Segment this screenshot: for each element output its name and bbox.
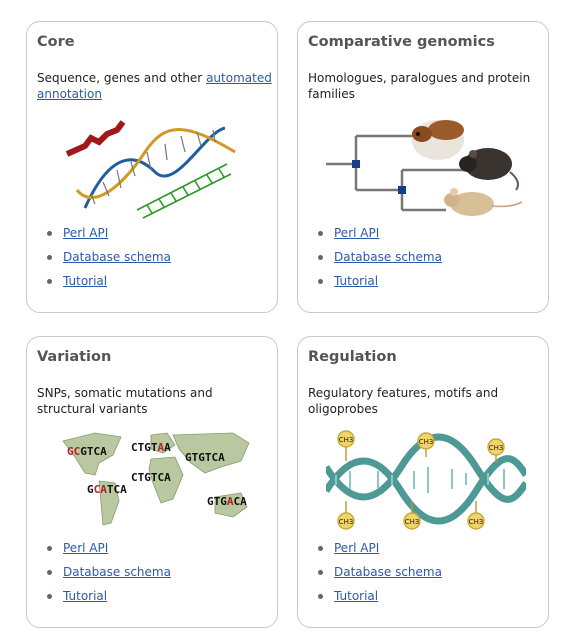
list-item: Perl API <box>37 225 171 249</box>
list-item: Database schema <box>37 564 171 588</box>
card-title: Comparative genomics <box>308 34 495 50</box>
list-item: Tutorial <box>37 588 171 612</box>
card-description: SNPs, somatic mutations and structural v… <box>37 386 213 416</box>
tutorial-link[interactable]: Tutorial <box>334 274 379 288</box>
card-title: Core <box>37 34 75 50</box>
bullet-icon <box>47 594 52 599</box>
database-schema-link[interactable]: Database schema <box>334 250 442 264</box>
helix-strand-1 <box>83 126 226 209</box>
tutorial-link[interactable]: Tutorial <box>63 274 108 288</box>
database-schema-link[interactable]: Database schema <box>334 565 442 579</box>
snp-seq-5: GCATCA <box>87 483 127 496</box>
database-schema-link[interactable]: Database schema <box>63 565 171 579</box>
methyl-label: CH3 <box>339 436 354 444</box>
bullet-icon <box>318 546 323 551</box>
bullet-icon <box>318 594 323 599</box>
methyl-label: CH3 <box>339 518 354 526</box>
rat-icon <box>459 148 519 191</box>
methyl-marker-icon <box>337 512 355 530</box>
link-list: Perl API Database schema Tutorial <box>308 540 442 612</box>
bullet-icon <box>318 570 323 575</box>
card-title: Regulation <box>308 349 397 365</box>
snp-seq-4: CTGTCA <box>131 471 171 484</box>
bullet-icon <box>318 255 323 260</box>
helix-icon <box>326 433 526 525</box>
card-variation: Variation SNPs, somatic mutations and st… <box>26 336 278 628</box>
bullet-icon <box>47 570 52 575</box>
list-item: Tutorial <box>308 273 442 297</box>
methyl-markers: CH3 CH3 CH3 CH3 CH3 CH3 <box>337 430 505 530</box>
methyl-marker-icon <box>467 512 485 530</box>
node-icon <box>352 160 360 168</box>
snp-seq-1: GCGTCA <box>67 445 107 458</box>
snp-seq-2: CTGTAA <box>131 441 171 454</box>
node-icon <box>398 186 406 194</box>
methylation-helix-image: CH3 CH3 CH3 CH3 CH3 CH3 <box>326 430 526 530</box>
bullet-icon <box>47 546 52 551</box>
gene-segment-icon <box>65 120 126 157</box>
continents-icon <box>62 432 250 526</box>
mouse-icon <box>444 188 523 216</box>
perl-api-link[interactable]: Perl API <box>63 226 109 240</box>
perl-api-link[interactable]: Perl API <box>63 541 109 555</box>
bullet-icon <box>47 279 52 284</box>
methyl-label: CH3 <box>405 518 420 526</box>
list-item: Perl API <box>308 540 442 564</box>
card-core: Core Sequence, genes and other automated… <box>26 21 278 313</box>
desc-text: Sequence, genes and other <box>37 71 207 85</box>
card-description: Homologues, paralogues and protein famil… <box>308 71 531 101</box>
perl-api-link[interactable]: Perl API <box>334 541 380 555</box>
card-title: Variation <box>37 349 112 365</box>
bullet-icon <box>318 279 323 284</box>
card-description: Regulatory features, motifs and oligopro… <box>308 386 499 416</box>
bullet-icon <box>318 231 323 236</box>
dna-helix-image <box>65 120 236 219</box>
methyl-label: CH3 <box>469 518 484 526</box>
bullet-icon <box>47 231 52 236</box>
list-item: Tutorial <box>37 273 171 297</box>
link-list: Perl API Database schema Tutorial <box>37 540 171 612</box>
automated-annotation-link[interactable]: automated annotation <box>37 71 272 101</box>
list-item: Database schema <box>308 249 442 273</box>
tutorial-link[interactable]: Tutorial <box>334 589 379 603</box>
methyl-label: CH3 <box>489 444 504 452</box>
snp-seq-3: GTGTCA <box>185 451 225 464</box>
tutorial-link[interactable]: Tutorial <box>63 589 108 603</box>
methyl-marker-icon <box>487 438 505 456</box>
snp-seq-6: GTGACA <box>207 495 247 508</box>
card-regulation: Regulation Regulatory features, motifs a… <box>297 336 549 628</box>
list-item: Database schema <box>37 249 171 273</box>
bullet-icon <box>47 255 52 260</box>
world-map-image: GCGTCA CTGTAA GTGTCA CTGTCA GCATCA GTGAC… <box>62 432 250 526</box>
list-item: Perl API <box>37 540 171 564</box>
list-item: Perl API <box>308 225 442 249</box>
card-description: Sequence, genes and other automated anno… <box>37 70 272 102</box>
link-list: Perl API Database schema Tutorial <box>37 225 171 297</box>
card-comparative-genomics: Comparative genomics Homologues, paralog… <box>297 21 549 313</box>
guinea-pig-icon <box>412 120 464 160</box>
link-list: Perl API Database schema Tutorial <box>308 225 442 297</box>
methyl-marker-icon <box>337 430 355 448</box>
methyl-marker-icon <box>417 432 435 450</box>
list-item: Database schema <box>308 564 442 588</box>
phylogeny-image <box>326 120 523 216</box>
perl-api-link[interactable]: Perl API <box>334 226 380 240</box>
ladder-icon <box>136 163 232 219</box>
methyl-marker-icon <box>403 512 421 530</box>
list-item: Tutorial <box>308 588 442 612</box>
database-schema-link[interactable]: Database schema <box>63 250 171 264</box>
methyl-label: CH3 <box>419 438 434 446</box>
